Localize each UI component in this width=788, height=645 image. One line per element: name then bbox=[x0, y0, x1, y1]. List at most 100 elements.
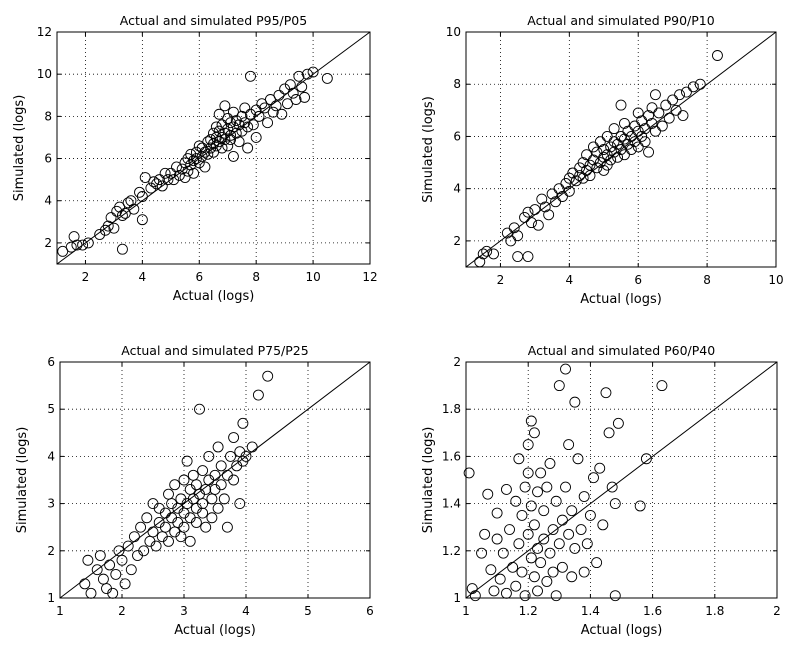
y-tick-label: 2 bbox=[453, 234, 461, 248]
data-point bbox=[287, 87, 299, 99]
y-tick-label: 10 bbox=[37, 67, 52, 81]
data-point bbox=[194, 403, 205, 415]
data-point bbox=[182, 165, 194, 177]
data-point bbox=[519, 481, 531, 493]
data-point bbox=[185, 148, 197, 160]
data-point bbox=[488, 585, 500, 597]
data-point bbox=[550, 495, 562, 507]
y-axis-label: Simulated (logs) bbox=[12, 95, 27, 202]
data-point bbox=[500, 587, 512, 599]
data-point bbox=[476, 547, 487, 559]
data-point bbox=[240, 450, 252, 462]
data-point bbox=[193, 157, 205, 169]
data-point bbox=[150, 540, 162, 552]
data-point bbox=[587, 154, 599, 166]
data-point bbox=[128, 203, 140, 215]
data-point bbox=[208, 138, 219, 150]
y-tick-label: 1 bbox=[47, 591, 55, 605]
data-point bbox=[247, 119, 259, 131]
data-point bbox=[141, 512, 153, 524]
x-tick-label: 1.8 bbox=[705, 604, 724, 618]
data-point bbox=[640, 453, 652, 465]
data-point bbox=[522, 251, 534, 263]
data-point bbox=[262, 370, 274, 382]
plot-frame bbox=[56, 31, 371, 265]
data-point bbox=[202, 136, 214, 148]
x-axis-label: Actual (logs) bbox=[580, 292, 662, 307]
data-point bbox=[301, 68, 313, 80]
data-point bbox=[575, 524, 587, 536]
data-point bbox=[213, 108, 225, 120]
data-point bbox=[528, 427, 540, 439]
data-point bbox=[532, 542, 543, 554]
data-point bbox=[547, 524, 559, 536]
y-tick-label: 2 bbox=[44, 236, 52, 250]
data-point bbox=[227, 106, 239, 118]
data-point bbox=[296, 81, 308, 93]
data-point bbox=[536, 193, 548, 205]
y-tick-label: 6 bbox=[453, 129, 461, 143]
data-point bbox=[236, 110, 248, 122]
data-point bbox=[577, 157, 589, 169]
data-point bbox=[463, 467, 475, 479]
data-point bbox=[594, 136, 606, 148]
reference-line bbox=[465, 31, 777, 268]
data-point bbox=[171, 161, 182, 173]
data-point bbox=[488, 248, 500, 260]
data-point bbox=[219, 134, 231, 146]
data-point bbox=[139, 172, 151, 183]
data-point bbox=[116, 243, 128, 255]
data-point bbox=[584, 170, 596, 182]
data-point bbox=[643, 146, 655, 158]
data-point bbox=[541, 576, 553, 587]
data-point bbox=[510, 580, 522, 592]
data-point bbox=[553, 538, 565, 550]
data-point bbox=[197, 498, 209, 510]
data-point bbox=[479, 528, 491, 540]
data-point bbox=[163, 488, 174, 500]
x-tick-label: 1.2 bbox=[519, 604, 538, 618]
data-point bbox=[466, 583, 478, 595]
plot-frame bbox=[465, 31, 777, 268]
data-point bbox=[116, 554, 128, 566]
x-tick-label: 1.4 bbox=[581, 604, 600, 618]
data-point bbox=[222, 140, 234, 152]
data-point bbox=[321, 72, 333, 84]
data-point bbox=[550, 590, 562, 602]
data-point bbox=[546, 188, 558, 200]
x-tick-label: 2 bbox=[118, 604, 126, 618]
data-point bbox=[253, 110, 265, 122]
data-point bbox=[173, 169, 185, 181]
data-point bbox=[145, 182, 157, 194]
x-tick-label: 5 bbox=[304, 604, 312, 618]
y-tick-label: 2 bbox=[453, 355, 461, 369]
data-point bbox=[581, 149, 593, 161]
data-point bbox=[239, 102, 251, 114]
data-point bbox=[639, 123, 651, 135]
data-point bbox=[128, 531, 140, 543]
data-point bbox=[485, 564, 497, 576]
data-point bbox=[639, 136, 651, 148]
data-point bbox=[525, 500, 537, 512]
data-point bbox=[711, 50, 723, 61]
data-point bbox=[569, 542, 581, 554]
data-point bbox=[553, 183, 565, 195]
x-axis-label: Actual (logs) bbox=[581, 623, 663, 638]
data-point bbox=[541, 481, 553, 493]
data-point bbox=[230, 127, 242, 139]
y-tick-label: 6 bbox=[47, 355, 55, 369]
data-point bbox=[522, 206, 534, 218]
x-tick-label: 1.6 bbox=[643, 604, 662, 618]
data-point bbox=[225, 450, 236, 462]
data-point bbox=[612, 151, 624, 163]
data-point bbox=[677, 110, 689, 122]
y-tick-label: 4 bbox=[453, 182, 461, 196]
y-tick-label: 4 bbox=[47, 449, 55, 463]
data-point bbox=[148, 176, 160, 188]
data-point bbox=[608, 123, 620, 135]
data-point bbox=[601, 130, 613, 142]
x-tick-label: 2 bbox=[773, 604, 781, 618]
y-axis-label: Simulated (logs) bbox=[15, 427, 30, 534]
data-point bbox=[543, 209, 555, 221]
data-point bbox=[91, 564, 103, 576]
